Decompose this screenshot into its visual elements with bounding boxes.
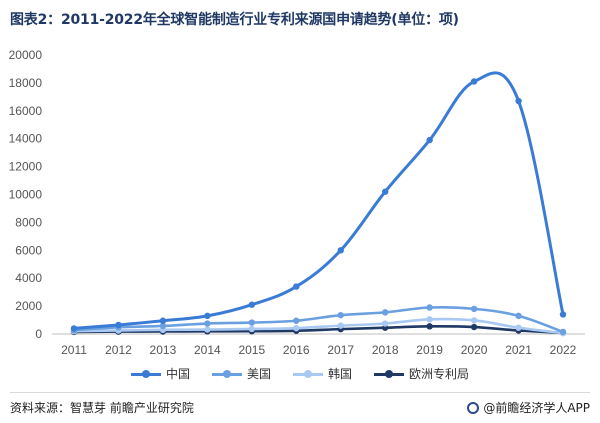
legend-label: 美国 bbox=[246, 367, 271, 381]
legend-swatch bbox=[293, 369, 323, 379]
data-point bbox=[337, 247, 344, 254]
x-tick-label: 2021 bbox=[505, 343, 532, 357]
data-point bbox=[515, 312, 522, 320]
legend-item: 中国 bbox=[130, 365, 190, 382]
legend-item: 美国 bbox=[211, 365, 271, 382]
data-point bbox=[293, 283, 300, 290]
x-tick-label: 2018 bbox=[372, 343, 399, 357]
data-point bbox=[470, 78, 478, 85]
data-point bbox=[204, 320, 211, 327]
data-point bbox=[337, 311, 344, 319]
data-point bbox=[470, 317, 478, 324]
legend-label: 欧洲专利局 bbox=[409, 367, 470, 381]
legend-label: 韩国 bbox=[328, 367, 353, 381]
series-line bbox=[72, 305, 565, 334]
data-point bbox=[559, 311, 567, 318]
x-tick-label: 2016 bbox=[283, 343, 310, 357]
series-1 bbox=[70, 304, 567, 336]
footer: 资料来源：智慧芽 前瞻产业研究院 @前瞻经济学人APP bbox=[10, 392, 590, 416]
data-point bbox=[70, 325, 78, 332]
x-tick-label: 2022 bbox=[550, 343, 577, 357]
y-tick-label: 8000 bbox=[15, 215, 42, 229]
chart-title: 图表2：2011-2022年全球智能制造行业专利来源国申请趋势(单位：项) bbox=[10, 12, 459, 28]
series-line bbox=[72, 317, 565, 335]
data-point bbox=[293, 324, 300, 332]
data-point bbox=[159, 317, 167, 324]
series-line bbox=[72, 324, 565, 335]
brand-name: @前瞻经济学人APP bbox=[483, 401, 590, 415]
y-tick-label: 6000 bbox=[15, 243, 42, 257]
x-tick-label: 2014 bbox=[194, 343, 221, 357]
series-line bbox=[72, 71, 565, 330]
legend-item: 韩国 bbox=[293, 365, 352, 382]
data-point bbox=[381, 309, 389, 316]
series-0 bbox=[70, 71, 567, 332]
x-tick-label: 2011 bbox=[61, 343, 87, 357]
data-point bbox=[515, 324, 522, 331]
data-point bbox=[426, 136, 433, 144]
legend-swatch bbox=[211, 369, 242, 379]
data-point bbox=[204, 326, 211, 333]
data-point bbox=[426, 304, 433, 311]
y-tick-label: 0 bbox=[35, 327, 42, 341]
y-tick-label: 2000 bbox=[15, 299, 42, 313]
x-tick-label: 2012 bbox=[105, 343, 132, 357]
data-point bbox=[115, 321, 122, 329]
data-point bbox=[426, 323, 433, 330]
x-tick-label: 2019 bbox=[416, 343, 443, 357]
x-tick-label: 2015 bbox=[238, 343, 265, 357]
data-point bbox=[248, 325, 256, 333]
data-point bbox=[515, 97, 522, 105]
data-point bbox=[381, 188, 389, 195]
data-point bbox=[159, 322, 167, 330]
legend-label: 中国 bbox=[165, 367, 190, 381]
brand-logo-icon bbox=[467, 401, 480, 414]
y-tick-label: 10000 bbox=[9, 188, 43, 202]
data-point bbox=[559, 328, 567, 336]
y-tick-label: 14000 bbox=[9, 132, 43, 146]
data-point bbox=[248, 301, 256, 308]
data-point bbox=[470, 305, 478, 313]
chart-legend: 中国 美国 韩国 欧洲专利局 bbox=[0, 365, 600, 382]
x-tick-label: 2017 bbox=[327, 343, 354, 357]
y-tick-label: 20000 bbox=[9, 48, 43, 62]
x-tick-label: 2013 bbox=[150, 343, 177, 357]
data-point bbox=[293, 317, 300, 324]
data-point bbox=[426, 316, 433, 323]
y-tick-label: 4000 bbox=[15, 271, 42, 285]
data-point bbox=[470, 323, 478, 331]
x-tick-label: 2020 bbox=[461, 343, 488, 357]
y-tick-label: 18000 bbox=[9, 76, 43, 90]
legend-swatch bbox=[374, 369, 405, 379]
y-tick-label: 16000 bbox=[9, 104, 43, 118]
source-note: 资料来源：智慧芽 前瞻产业研究院 bbox=[10, 401, 194, 415]
data-point bbox=[381, 320, 389, 327]
y-tick-label: 12000 bbox=[9, 160, 43, 174]
data-point bbox=[204, 312, 211, 320]
brand-credit: @前瞻经济学人APP bbox=[467, 399, 590, 416]
legend-swatch bbox=[130, 369, 161, 379]
legend-item: 欧洲专利局 bbox=[374, 365, 469, 382]
data-point bbox=[248, 319, 256, 326]
data-point bbox=[337, 322, 344, 329]
